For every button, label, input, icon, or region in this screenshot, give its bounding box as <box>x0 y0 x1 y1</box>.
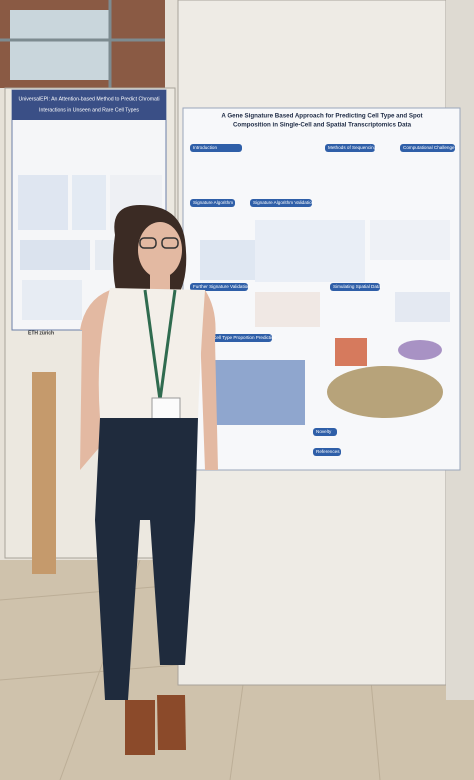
figure <box>335 338 367 366</box>
poster-title: UniversalEPI: An Attention-based Method … <box>19 96 160 102</box>
glasses <box>139 237 157 249</box>
window-glass <box>10 10 110 80</box>
section-pill <box>313 428 337 436</box>
poster-left-header <box>12 90 166 120</box>
section-labels: Introduction Methods of Sequencing Computa… <box>190 144 455 456</box>
section-heading: Computational Challenge <box>403 145 455 150</box>
section-pill <box>325 144 375 152</box>
section-pill <box>330 283 380 291</box>
figure <box>22 280 82 320</box>
section-pill <box>190 283 248 291</box>
section-heading: Cell Type Proportion Prediction <box>213 335 277 340</box>
figure <box>395 292 450 322</box>
tissue-map <box>398 340 442 360</box>
trousers <box>95 418 198 700</box>
figure <box>20 240 90 270</box>
section-heading: Simulating Spatial Data <box>333 284 381 289</box>
section-heading: Further Signature Validation <box>193 284 250 289</box>
section-pill <box>250 199 312 207</box>
section-pill <box>400 144 455 152</box>
figure <box>255 220 365 282</box>
section-pill <box>190 199 235 207</box>
face <box>138 222 182 278</box>
figure <box>200 240 255 280</box>
shoe <box>157 695 186 750</box>
section-heading: Signature Algorithm <box>193 200 233 205</box>
figure <box>255 292 320 327</box>
tissue-map <box>327 366 443 418</box>
section-heading: Introduction <box>193 145 217 150</box>
blouse <box>98 288 205 418</box>
section-heading: Signature Algorithm Validation <box>253 200 315 205</box>
poster-title: A Gene Signature Based Approach for Pred… <box>221 113 422 120</box>
section-heading: References <box>316 449 340 454</box>
section-heading: Novelty <box>316 429 332 434</box>
figure <box>210 360 305 425</box>
glasses <box>161 237 179 249</box>
section-pill <box>190 144 242 152</box>
figure <box>18 175 68 230</box>
shoe <box>125 700 155 755</box>
section-pill <box>313 448 341 456</box>
section-pill <box>210 334 272 342</box>
figure <box>72 175 106 230</box>
figure <box>370 220 450 260</box>
poster-title: Composition in Single-Cell and Spatial T… <box>233 122 412 129</box>
institution-logo: ETH zürich <box>28 330 54 336</box>
poster-title: Interactions in Unseen and Rare Cell Typ… <box>39 107 139 113</box>
poster-tube <box>32 372 56 574</box>
section-heading: Methods of Sequencing <box>328 145 377 150</box>
